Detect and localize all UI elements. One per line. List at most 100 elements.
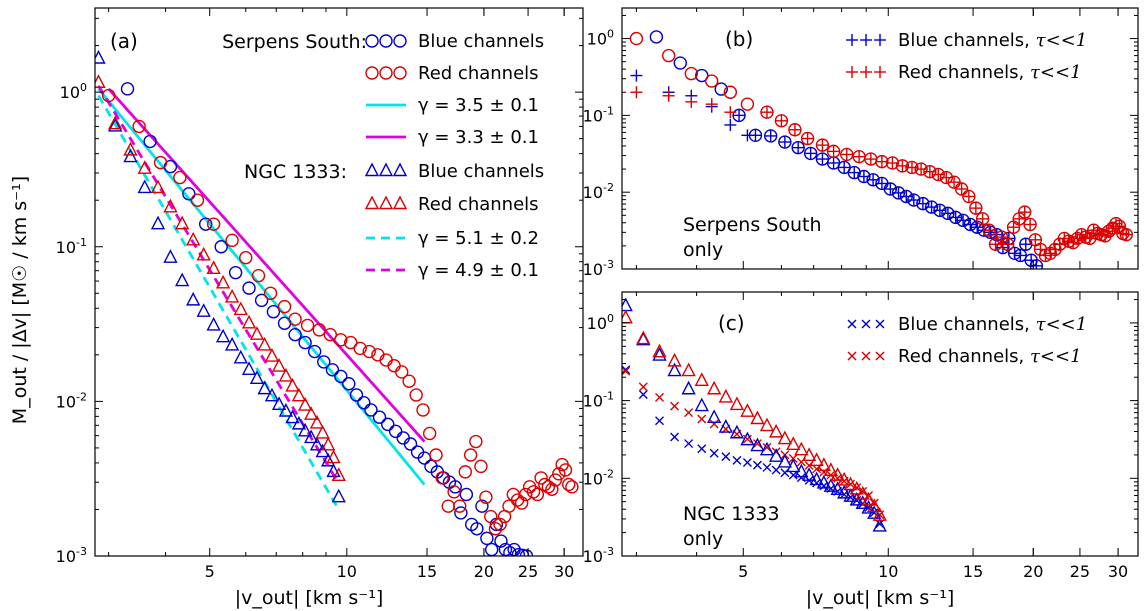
data-point bbox=[278, 367, 294, 382]
data-point bbox=[1000, 237, 1015, 251]
data-point bbox=[864, 152, 878, 166]
data-point bbox=[107, 115, 123, 130]
x-tick-label: 25 bbox=[1070, 562, 1090, 581]
data-point bbox=[206, 260, 221, 275]
data-point bbox=[326, 463, 341, 478]
data-point bbox=[786, 458, 801, 473]
data-point bbox=[174, 215, 190, 230]
data-point bbox=[681, 380, 696, 395]
x-tick-label: 25 bbox=[518, 562, 538, 581]
data-point bbox=[502, 499, 516, 513]
data-point bbox=[681, 362, 696, 377]
data-point bbox=[519, 549, 534, 556]
y-tick-label: 100 bbox=[60, 81, 87, 102]
data-point bbox=[762, 462, 772, 472]
panel-1-axes: 10-3 10-2 10-1 100 bbox=[583, 7, 1139, 279]
data-point bbox=[357, 396, 371, 410]
data-point bbox=[861, 491, 876, 506]
data-point bbox=[830, 467, 845, 481]
legend-label: γ = 5.1 ± 0.2 bbox=[418, 228, 539, 249]
data-point bbox=[709, 448, 719, 458]
data-point bbox=[480, 531, 494, 546]
data-point bbox=[684, 66, 699, 81]
data-point bbox=[297, 397, 313, 411]
data-point bbox=[1112, 219, 1127, 233]
data-point bbox=[815, 152, 830, 166]
data-point bbox=[565, 480, 579, 494]
data-point bbox=[718, 419, 733, 433]
annotation: Serpens South bbox=[683, 214, 822, 236]
data-point bbox=[801, 447, 817, 461]
data-point bbox=[823, 478, 839, 492]
data-point bbox=[855, 495, 870, 509]
data-point bbox=[215, 274, 231, 289]
x-tick-label: 5 bbox=[738, 562, 748, 581]
legend-label: Red channels bbox=[418, 194, 539, 215]
data-point bbox=[670, 401, 680, 411]
data-point bbox=[285, 409, 300, 424]
data-point bbox=[132, 119, 146, 134]
data-point bbox=[291, 415, 307, 430]
legend-marker bbox=[875, 351, 885, 361]
data-point bbox=[249, 326, 265, 340]
data-point bbox=[709, 419, 719, 429]
legend-marker bbox=[847, 319, 857, 329]
panel-2-data bbox=[622, 297, 887, 532]
data-point bbox=[137, 179, 152, 194]
data-point bbox=[344, 335, 358, 350]
data-point bbox=[694, 372, 709, 386]
data-point bbox=[732, 108, 746, 123]
data-point bbox=[742, 457, 752, 467]
data-point bbox=[1013, 248, 1028, 263]
data-point bbox=[285, 377, 300, 392]
data-point bbox=[349, 388, 364, 402]
data-point bbox=[855, 485, 870, 500]
data-point bbox=[740, 403, 755, 417]
y-tick-label: 10-1 bbox=[583, 390, 614, 411]
data-point bbox=[288, 327, 302, 342]
data-point bbox=[562, 477, 576, 492]
data-point bbox=[326, 449, 341, 464]
data-point bbox=[387, 359, 401, 373]
data-point bbox=[163, 198, 178, 213]
data-point bbox=[652, 343, 667, 358]
x-tick-label: 20 bbox=[474, 562, 494, 581]
data-point bbox=[150, 179, 166, 194]
data-point bbox=[778, 135, 792, 149]
data-point bbox=[257, 380, 272, 395]
data-point bbox=[298, 335, 312, 350]
data-point bbox=[843, 476, 858, 491]
data-point bbox=[174, 272, 190, 287]
data-point bbox=[800, 131, 815, 146]
data-point bbox=[662, 89, 675, 102]
data-point bbox=[474, 459, 488, 474]
data-point bbox=[416, 403, 430, 417]
data-point bbox=[714, 82, 728, 96]
data-point bbox=[249, 370, 265, 384]
legend-marker bbox=[860, 66, 872, 78]
data-point bbox=[312, 323, 326, 337]
data-point bbox=[768, 448, 784, 462]
data-point bbox=[95, 74, 106, 88]
panel-c-legend: (c) Blue channels, τ<<1 Red channels, τ<<1… bbox=[683, 311, 1087, 550]
data-point bbox=[840, 147, 854, 162]
group-label: NGC 1333: bbox=[244, 161, 347, 183]
data-point bbox=[323, 327, 338, 342]
data-point bbox=[875, 176, 889, 191]
data-point bbox=[403, 437, 418, 451]
data-point bbox=[760, 105, 774, 119]
data-point bbox=[396, 431, 410, 445]
data-point bbox=[511, 547, 526, 556]
data-point bbox=[186, 291, 201, 306]
fit-line bbox=[97, 87, 426, 486]
data-point bbox=[214, 240, 228, 254]
data-point bbox=[503, 546, 517, 556]
data-point bbox=[484, 509, 498, 524]
data-point bbox=[759, 441, 775, 456]
x-tick-label: 30 bbox=[554, 562, 574, 581]
data-point bbox=[137, 160, 152, 174]
data-point bbox=[526, 485, 541, 499]
data-point bbox=[190, 193, 205, 207]
panel-a-legend: (a) Serpens South: NGC 1333: Blue channels R… bbox=[110, 29, 544, 281]
data-point bbox=[530, 487, 545, 502]
